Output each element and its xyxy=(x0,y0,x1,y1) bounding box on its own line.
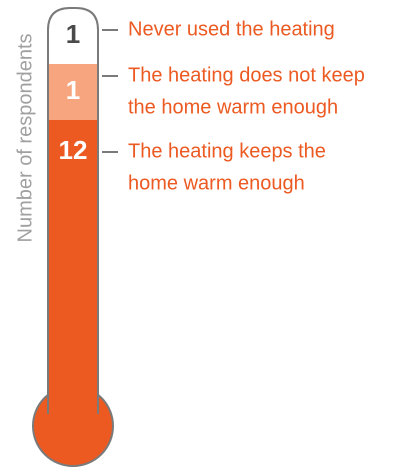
tube-segment-2 xyxy=(48,120,98,416)
tube-outline xyxy=(47,7,99,414)
y-axis-label: Number of respondents xyxy=(14,33,36,242)
legend-label-2-1: home warm enough xyxy=(128,172,305,194)
tube-segment-1 xyxy=(48,64,98,120)
legend: Never used the heating The heating does n… xyxy=(102,18,365,194)
legend-label-2-0: The heating keeps the xyxy=(128,140,326,162)
segment-value-1: 1 xyxy=(66,75,80,105)
legend-label-1-1: the home warm enough xyxy=(128,96,338,118)
thermometer-tube: 1 1 12 xyxy=(47,7,99,416)
tube-segment-0 xyxy=(48,8,98,64)
legend-label-1-0: The heating does not keep xyxy=(128,64,365,86)
segment-value-0: 1 xyxy=(66,19,80,49)
legend-label-0-0: Never used the heating xyxy=(128,18,335,40)
segment-value-2: 12 xyxy=(59,135,88,165)
